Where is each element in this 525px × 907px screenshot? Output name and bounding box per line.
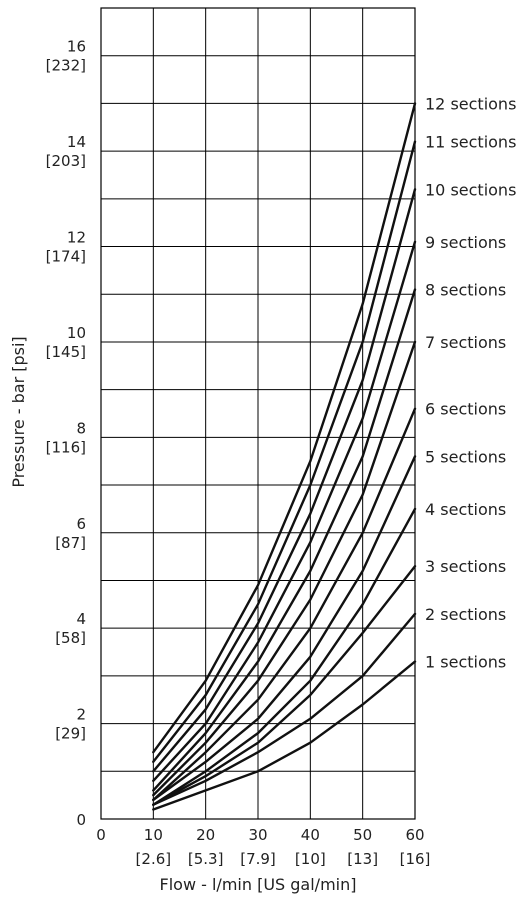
y-tick-label: 12	[67, 229, 86, 247]
series-line	[152, 660, 417, 811]
y-axis-ticks: 02[29]4[58]6[87]8[116]10[145]12[174]14[2…	[46, 38, 86, 829]
series-label: 6 sections	[425, 400, 506, 419]
series-line	[152, 407, 417, 802]
series-line	[152, 102, 417, 754]
grid	[100, 7, 416, 820]
y-tick-sublabel: [232]	[46, 57, 86, 75]
y-tick-sublabel: [58]	[55, 629, 86, 647]
y-axis-label: Pressure - bar [psi]	[9, 336, 28, 487]
series-label: 5 sections	[425, 447, 506, 466]
y-tick-label: 8	[76, 419, 86, 437]
x-tick-sublabel: [7.9]	[240, 850, 276, 868]
series-label: 12 sections	[425, 94, 516, 113]
y-tick-label: 16	[67, 38, 86, 56]
x-tick-sublabel: [2.6]	[136, 850, 172, 868]
y-tick-sublabel: [116]	[46, 438, 86, 456]
series-label: 11 sections	[425, 133, 516, 152]
series-label: 10 sections	[425, 180, 516, 199]
x-tick-sublabel: [10]	[295, 850, 326, 868]
y-tick-sublabel: [203]	[46, 152, 86, 170]
x-tick-label: 20	[196, 826, 215, 844]
x-tick-label: 30	[248, 826, 267, 844]
x-tick-label: 50	[353, 826, 372, 844]
x-tick-label: 40	[301, 826, 320, 844]
y-tick-label: 14	[67, 133, 86, 151]
series-line	[152, 240, 417, 782]
x-tick-sublabel: [16]	[400, 850, 431, 868]
series-label: 3 sections	[425, 557, 506, 576]
series-label: 2 sections	[425, 605, 506, 624]
x-axis-ticks: 0 10 [2.6] 20 [5.3] 30 [7.9] 40 [10] 50 [13] 60 [16]	[96, 826, 430, 868]
y-tick-label: 4	[76, 610, 86, 628]
series-curves	[152, 102, 417, 811]
x-tick-label: 0	[96, 826, 106, 844]
series-line	[152, 140, 417, 763]
series-line	[152, 612, 417, 806]
series-line	[152, 288, 417, 792]
x-tick-sublabel: [5.3]	[188, 850, 224, 868]
x-axis-label: Flow - l/min [US gal/min]	[160, 875, 357, 894]
series-line	[152, 340, 417, 797]
y-tick-sublabel: [145]	[46, 343, 86, 361]
series-labels: 1 sections 2 sections 3 sections 4 sections…	[425, 94, 516, 671]
y-tick-label: 10	[67, 324, 86, 342]
y-tick-sublabel: [87]	[55, 534, 86, 552]
y-tick-label: 0	[76, 811, 86, 829]
x-tick-sublabel: [13]	[347, 850, 378, 868]
y-tick-label: 2	[76, 706, 86, 724]
y-tick-sublabel: [29]	[55, 725, 86, 743]
plot-frame	[100, 7, 416, 820]
x-tick-label: 60	[405, 826, 424, 844]
series-line	[152, 565, 417, 806]
series-label: 8 sections	[425, 280, 506, 299]
series-label: 7 sections	[425, 333, 506, 352]
series-line	[152, 507, 417, 806]
x-tick-label: 10	[144, 826, 163, 844]
y-tick-label: 6	[76, 515, 86, 533]
y-tick-sublabel: [174]	[46, 248, 86, 266]
series-line	[152, 455, 417, 802]
series-label: 4 sections	[425, 500, 506, 519]
series-label: 1 sections	[425, 653, 506, 672]
series-line	[152, 188, 417, 773]
series-label: 9 sections	[425, 233, 506, 252]
